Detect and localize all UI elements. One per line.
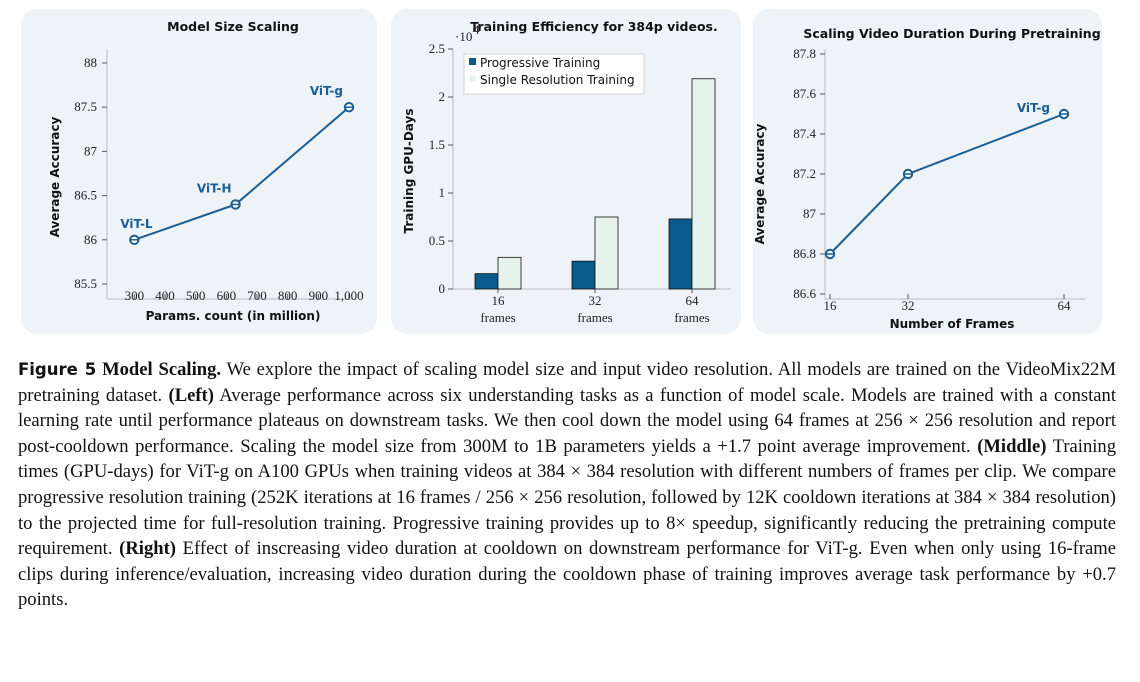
x-tick-label: 16	[824, 298, 838, 313]
y-tick-label: 87.8	[793, 46, 816, 61]
y-tick-label: 86.5	[74, 188, 97, 203]
legend-label-single-resolution-training: Single Resolution Training	[480, 73, 635, 87]
chart-panel-model-size: Model Size Scaling 85.5 86 86.5 87 87.5 88 300 4…	[21, 9, 377, 334]
y-tick-label: 0.5	[429, 233, 445, 248]
point-label-vit-g: ViT-g	[310, 84, 343, 98]
caption-title: Model Scaling.	[102, 359, 222, 380]
x-tick-label: 500	[186, 288, 206, 303]
y-tick-label: 86	[84, 232, 98, 247]
x-tick-label-unit: frames	[674, 310, 709, 325]
x-tick-label: 900	[309, 288, 329, 303]
bar-progressive-training-64	[668, 218, 693, 290]
y-scale-label: ·10	[455, 29, 472, 44]
x-tick-label: 64	[686, 293, 700, 308]
bar-progressive-training-32	[571, 260, 596, 290]
y-tick-label: 87	[803, 206, 817, 221]
y-tick-label: 88	[84, 55, 97, 70]
y-tick-label: 87.5	[74, 99, 97, 114]
legend-swatch-single-resolution-training	[468, 74, 477, 83]
y-tick-label: 87.4	[793, 126, 816, 141]
caption-text-1: We explore the impact of scaling model s…	[18, 359, 1117, 406]
caption-right-label: (Right)	[119, 538, 176, 560]
bar-progressive-training-16	[474, 273, 499, 290]
chart-title: Model Size Scaling	[167, 19, 299, 34]
x-tick-label-unit: frames	[577, 310, 612, 325]
point-label-vit-g: ViT-g	[1017, 101, 1050, 115]
x-axis-label: Params. count (in million)	[146, 309, 321, 323]
y-tick-label: 85.5	[74, 276, 97, 291]
y-tick-label: 1.5	[429, 137, 445, 152]
bar-single-resolution-training-32	[594, 216, 619, 290]
x-tick-label-unit: frames	[480, 310, 515, 325]
chart-panel-video-duration: Scaling Video Duration During Pretrainin…	[753, 9, 1102, 334]
legend-box	[463, 53, 645, 95]
y-axis-label: Training GPU-Days	[402, 109, 416, 234]
y-tick-label: 86.6	[793, 286, 816, 301]
x-tick-label: 400	[155, 288, 175, 303]
chart-model-size-scaling: Model Size Scaling 85.5 86 86.5 87 87.5 88 300 4…	[48, 19, 364, 323]
y-tick-label: 0	[439, 281, 446, 296]
figure-caption: Figure 5 Model Scaling. We explore the i…	[18, 357, 1116, 613]
caption-left-label: (Left)	[168, 384, 214, 406]
chart-video-duration-scaling: Scaling Video Duration During Pretrainin…	[753, 26, 1101, 331]
point-label-vit-l: ViT-L	[120, 217, 153, 231]
series-line	[829, 113, 1065, 255]
y-tick-label: 1	[439, 185, 446, 200]
legend-swatch-progressive-training	[469, 58, 476, 65]
x-tick-label: 700	[247, 288, 267, 303]
bar-single-resolution-training-64	[691, 78, 716, 290]
point-label-vit-h: ViT-H	[197, 181, 232, 195]
bar-single-resolution-training-16	[497, 256, 522, 290]
x-axis-label: Number of Frames	[890, 317, 1015, 331]
x-tick-label: 600	[217, 288, 237, 303]
caption-text-4: Effect of inscreasing video duration at …	[18, 538, 1116, 611]
x-tick-label: 800	[278, 288, 298, 303]
x-tick-label: 300	[125, 288, 145, 303]
x-tick-label: 64	[1058, 298, 1072, 313]
y-tick-label: 86.8	[793, 246, 816, 261]
x-tick-label: 16	[492, 293, 506, 308]
x-tick-label: 32	[902, 298, 915, 313]
caption-text-3: Training times (GPU-days) for ViT-g on A…	[18, 435, 1116, 560]
y-tick-label: 87.6	[793, 86, 816, 101]
caption-text-2: Average performance across six understan…	[18, 384, 1116, 457]
series-line	[134, 106, 350, 241]
x-tick-label: 1,000	[334, 288, 363, 303]
y-tick-label: 2.5	[429, 41, 445, 56]
caption-middle-label: (Middle)	[977, 435, 1047, 457]
chart-panel-training-efficiency: ·10 4 Training Efficiency for 384p videos.…	[391, 9, 741, 334]
chart-title: Training Efficiency for 384p videos.	[470, 19, 717, 34]
y-tick-label: 87	[84, 143, 98, 158]
y-axis-label: Average Accuracy	[753, 123, 767, 244]
legend-label-progressive-training: Progressive Training	[480, 56, 600, 70]
y-scale-exponent: 4	[473, 22, 480, 37]
y-axis-label: Average Accuracy	[48, 116, 62, 237]
chart-title: Scaling Video Duration During Pretrainin…	[803, 26, 1100, 41]
x-tick-label: 32	[589, 293, 602, 308]
y-tick-label: 87.2	[793, 166, 816, 181]
caption-figure-label: Figure 5	[18, 360, 97, 379]
y-tick-label: 2	[439, 89, 446, 104]
